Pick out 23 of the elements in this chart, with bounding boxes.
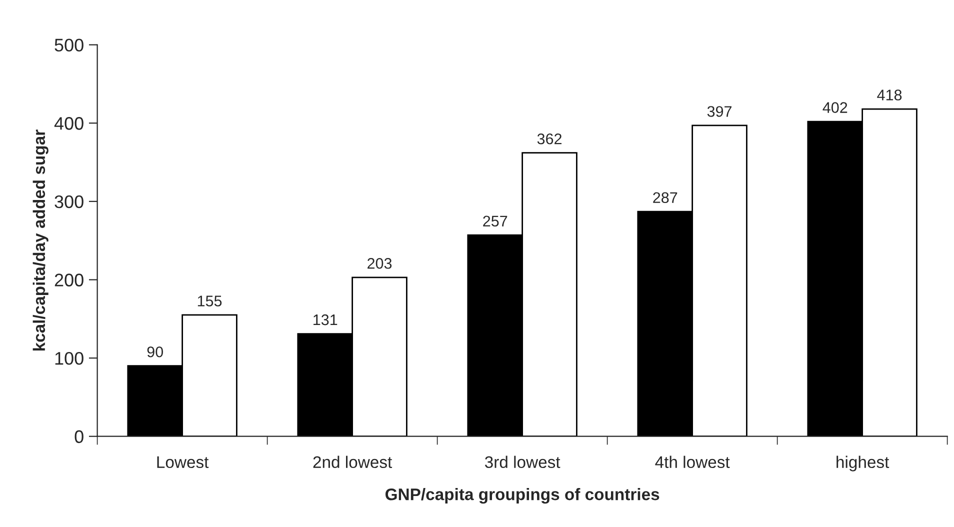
y-tick-label: 500 bbox=[54, 38, 84, 52]
data-label: 402 bbox=[822, 102, 848, 113]
data-label: 203 bbox=[368, 258, 392, 269]
data-label: 418 bbox=[877, 90, 902, 100]
x-tick-label: 3rd lowest bbox=[484, 456, 560, 468]
y-tick-label: 300 bbox=[54, 195, 84, 208]
y-tick-label: 100 bbox=[55, 352, 84, 365]
data-label: 90 bbox=[147, 346, 164, 358]
y-tick-label: 200 bbox=[54, 274, 84, 286]
data-label: 131 bbox=[314, 314, 338, 326]
x-tick-label: 4th lowest bbox=[655, 456, 730, 468]
x-tick-label: Lowest bbox=[157, 456, 209, 468]
y-axis-title: kcal/capita/day added sugar bbox=[32, 130, 48, 351]
y-tick-label: 400 bbox=[54, 117, 84, 130]
x-axis-title: GNP/capita groupings of countries bbox=[385, 488, 660, 504]
x-tick-label: 2nd lowest bbox=[313, 456, 392, 468]
data-label: 362 bbox=[537, 133, 562, 144]
data-label: 155 bbox=[198, 296, 222, 306]
data-label: 287 bbox=[653, 192, 678, 204]
x-tick-label: highest bbox=[836, 456, 890, 472]
y-tick-label: 0 bbox=[74, 430, 84, 444]
data-label: 257 bbox=[483, 216, 508, 227]
data-label: 397 bbox=[707, 106, 732, 117]
